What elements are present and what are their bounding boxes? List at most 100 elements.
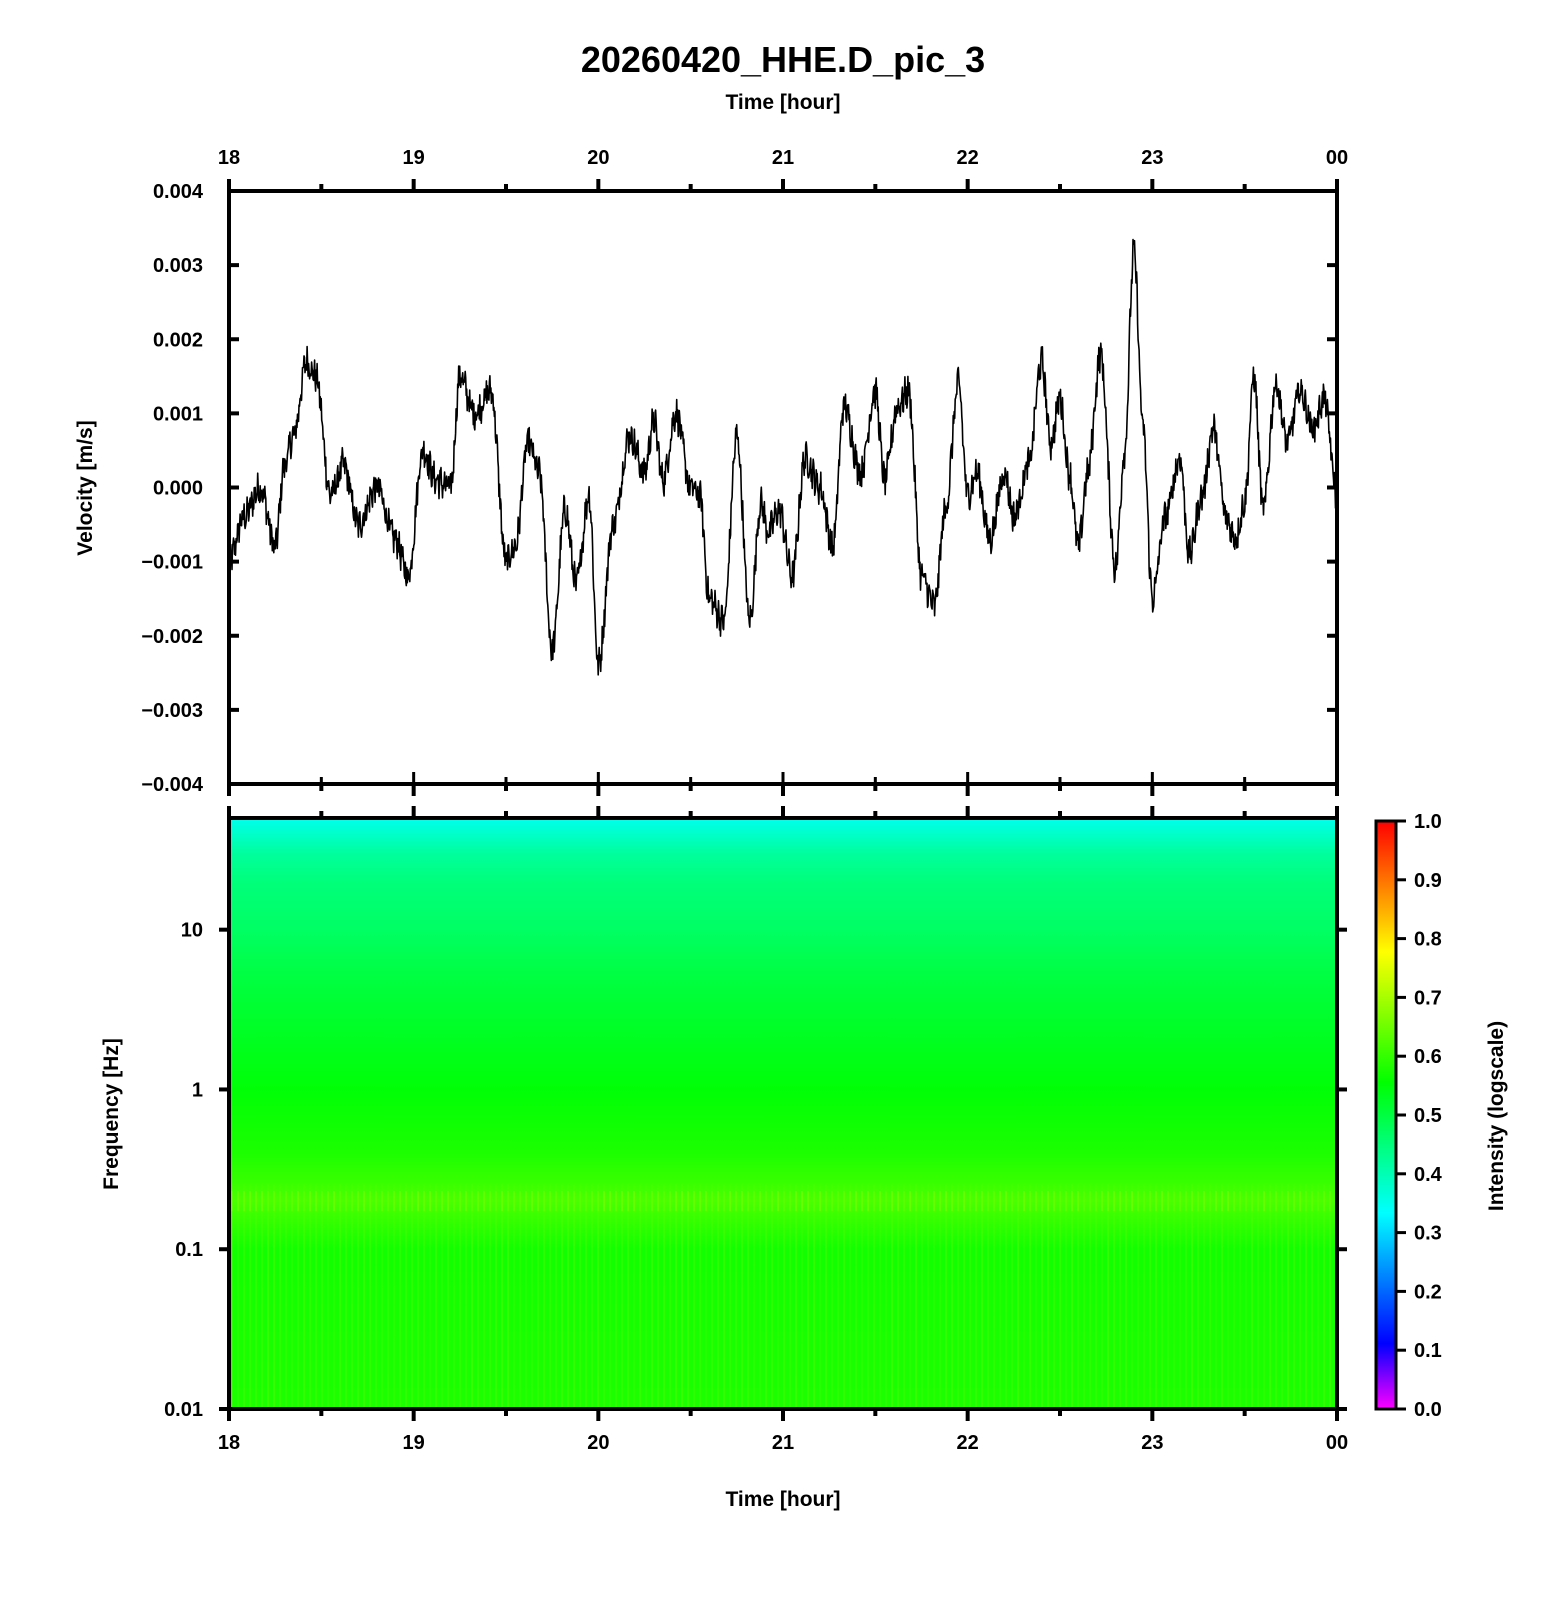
spectrogram-band [1011, 1191, 1013, 1212]
spectrogram-band [435, 1191, 437, 1212]
spectrogram-stripe [1257, 1184, 1259, 1409]
spectrogram-stripe [579, 1184, 581, 1409]
spectrogram-band [309, 1191, 311, 1212]
spectrogram-stripe [297, 1184, 299, 1409]
spectrogram-stripe [627, 1184, 629, 1409]
spectrogram-band [405, 1191, 407, 1212]
spectrogram-band [1281, 1191, 1283, 1212]
spectrogram-band [975, 1191, 977, 1212]
top-x-tick-label: 21 [772, 147, 794, 169]
spectrogram-stripe [981, 1184, 983, 1409]
spectrogram-band [1179, 1191, 1181, 1212]
spectrogram-band [945, 1191, 947, 1212]
spectrogram-stripe [723, 1184, 725, 1409]
spectrogram-stripe [657, 1184, 659, 1409]
bottom-x-tick-label: 22 [957, 1432, 979, 1454]
spectrogram-stripe [1071, 1184, 1073, 1409]
spectrogram-band [465, 1191, 467, 1212]
velocity-tick-label: 0.002 [153, 329, 203, 351]
spectrogram-stripe [315, 1184, 317, 1409]
spectrogram-band [759, 1191, 761, 1212]
spectrogram-band [831, 1191, 833, 1212]
spectrogram-band [729, 1191, 731, 1212]
spectrogram-stripe [1047, 1184, 1049, 1409]
spectrogram-stripe [717, 1184, 719, 1409]
spectrogram-band [1017, 1191, 1019, 1212]
frequency-tick-label: 10 [181, 920, 203, 942]
velocity-y-ticks: 0.004 0.003 0.002 0.001 0.000 −0.001 −0.002 −0.… [141, 181, 1337, 796]
spectrogram-stripe [795, 1184, 797, 1409]
spectrogram-band [999, 1191, 1001, 1212]
spectrogram-band [273, 1191, 275, 1212]
spectrogram-stripe [1311, 1184, 1313, 1409]
spectrogram-stripe [1143, 1184, 1145, 1409]
spectrogram-band [1161, 1191, 1163, 1212]
spectrogram-stripe [831, 1184, 833, 1409]
spectrogram-stripe [639, 1184, 641, 1409]
spectrogram-stripe [687, 1184, 689, 1409]
spectrogram-band [651, 1191, 653, 1212]
spectrogram-band [957, 1191, 959, 1212]
spectrogram-stripe [345, 1184, 347, 1409]
spectrogram-band [897, 1191, 899, 1212]
spectrogram-band [375, 1191, 377, 1212]
spectrogram-stripe [423, 1184, 425, 1409]
spectrogram-band [747, 1191, 749, 1212]
spectrogram-stripe [459, 1184, 461, 1409]
spectrogram-stripe [489, 1184, 491, 1409]
spectrogram-stripe [1233, 1184, 1235, 1409]
spectrogram-band [483, 1191, 485, 1212]
spectrogram-band [855, 1191, 857, 1212]
spectrogram-band [555, 1191, 557, 1212]
spectrogram-stripe [1323, 1184, 1325, 1409]
spectrogram-stripe [363, 1184, 365, 1409]
spectrogram-band [393, 1191, 395, 1212]
spectrogram-stripe [543, 1184, 545, 1409]
spectrogram-stripe [375, 1184, 377, 1409]
spectrogram-band [1023, 1191, 1025, 1212]
colorbar-tick-label: 0.6 [1414, 1046, 1442, 1068]
spectrogram-band [723, 1191, 725, 1212]
spectrogram-stripe [441, 1184, 443, 1409]
spectrogram-stripe [387, 1184, 389, 1409]
spectrogram-band [969, 1191, 971, 1212]
spectrogram-stripe [705, 1184, 707, 1409]
spectrogram-band [1239, 1191, 1241, 1212]
spectrogram-stripe [969, 1184, 971, 1409]
spectrogram-band [735, 1191, 737, 1212]
spectrogram-band [543, 1191, 545, 1212]
spectrogram-stripe [501, 1184, 503, 1409]
spectrogram-band [1113, 1191, 1115, 1212]
spectrogram-band [657, 1191, 659, 1212]
velocity-tick-label: 0.000 [153, 478, 203, 500]
spectrogram-band [1299, 1191, 1301, 1212]
velocity-tick-label: 0.003 [153, 255, 203, 277]
bottom-x-ticks: 18 19 20 21 22 23 00 [218, 806, 1348, 1454]
spectrogram-stripe [537, 1184, 539, 1409]
spectrogram-stripe [573, 1184, 575, 1409]
spectrogram-band [711, 1191, 713, 1212]
spectrogram-stripe [609, 1184, 611, 1409]
spectrogram-band [447, 1191, 449, 1212]
spectrogram-stripe [1185, 1184, 1187, 1409]
spectrogram-stripe [849, 1184, 851, 1409]
spectrogram-stripe [957, 1184, 959, 1409]
bottom-x-tick-label: 20 [587, 1432, 609, 1454]
spectrogram-stripe [1173, 1184, 1175, 1409]
spectrogram-band [249, 1191, 251, 1212]
spectrogram-band [297, 1191, 299, 1212]
spectrogram-band [909, 1191, 911, 1212]
spectrogram-stripe [843, 1184, 845, 1409]
bottom-x-tick-label: 18 [218, 1432, 240, 1454]
velocity-tick-label: 0.001 [153, 403, 203, 425]
spectrogram-band [1131, 1191, 1133, 1212]
spectrogram-stripe [1083, 1184, 1085, 1409]
spectrogram-band [1173, 1191, 1175, 1212]
spectrogram-band [1107, 1191, 1109, 1212]
spectrogram-band [621, 1191, 623, 1212]
velocity-tick-label: −0.003 [141, 700, 203, 722]
spectrogram-band [255, 1191, 257, 1212]
spectrogram-band [531, 1191, 533, 1212]
spectrogram-band [1209, 1191, 1211, 1212]
spectrogram-stripe [1245, 1184, 1247, 1409]
